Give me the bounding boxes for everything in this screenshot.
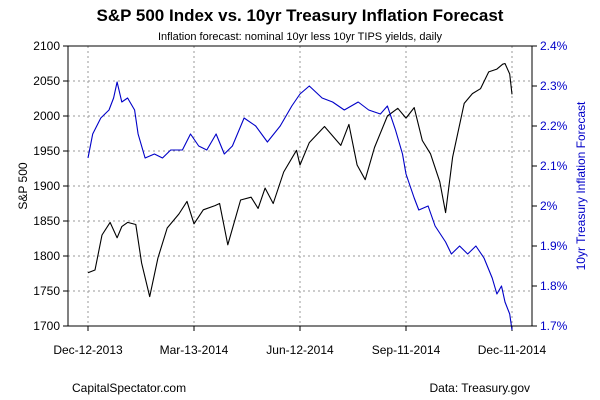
grid (68, 46, 532, 326)
x-tick-label: Mar-13-2014 (160, 343, 229, 357)
footer-data-source: Data: Treasury.gov (430, 381, 531, 395)
left-tick-label: 2100 (33, 39, 60, 53)
series-lines (87, 62, 513, 331)
sp500-line (87, 62, 513, 298)
axis-ticks: 1700 1750 1800 1850 1900 1950 2000 2050 2100 1.7%… (33, 39, 567, 357)
right-tick-label: 2.2% (540, 119, 568, 133)
chart-subtitle: Inflation forecast: nominal 10yr less 10… (158, 31, 443, 43)
left-axis-label: S&P 500 (16, 162, 30, 209)
right-tick-label: 2.1% (540, 159, 568, 173)
right-tick-label: 1.8% (540, 279, 568, 293)
x-tick-label: Dec-12-2013 (53, 343, 123, 357)
right-tick-label: 2% (540, 199, 558, 213)
right-axis-label: 10yr Treasury Inflation Forecast (574, 101, 588, 270)
left-tick-label: 1800 (33, 249, 60, 263)
right-tick-label: 1.7% (540, 319, 568, 333)
footer-source-site: CapitalSpectator.com (72, 381, 186, 395)
left-tick-label: 1900 (33, 179, 60, 193)
right-tick-label: 1.9% (540, 239, 568, 253)
right-tick-label: 2.3% (540, 79, 568, 93)
x-tick-label: Jun-12-2014 (266, 343, 334, 357)
inflation-forecast-line (87, 81, 513, 331)
right-tick-label: 2.4% (540, 39, 568, 53)
left-tick-label: 2050 (33, 74, 60, 88)
left-tick-label: 2000 (33, 109, 60, 123)
left-tick-label: 1850 (33, 214, 60, 228)
left-tick-label: 1700 (33, 319, 60, 333)
x-tick-label: Sep-11-2014 (372, 343, 441, 357)
left-tick-label: 1750 (33, 284, 60, 298)
left-tick-label: 1950 (33, 144, 60, 158)
plot-frame (67, 45, 533, 327)
chart-title: S&P 500 Index vs. 10yr Treasury Inflatio… (97, 6, 504, 25)
x-tick-label: Dec-11-2014 (478, 343, 547, 357)
